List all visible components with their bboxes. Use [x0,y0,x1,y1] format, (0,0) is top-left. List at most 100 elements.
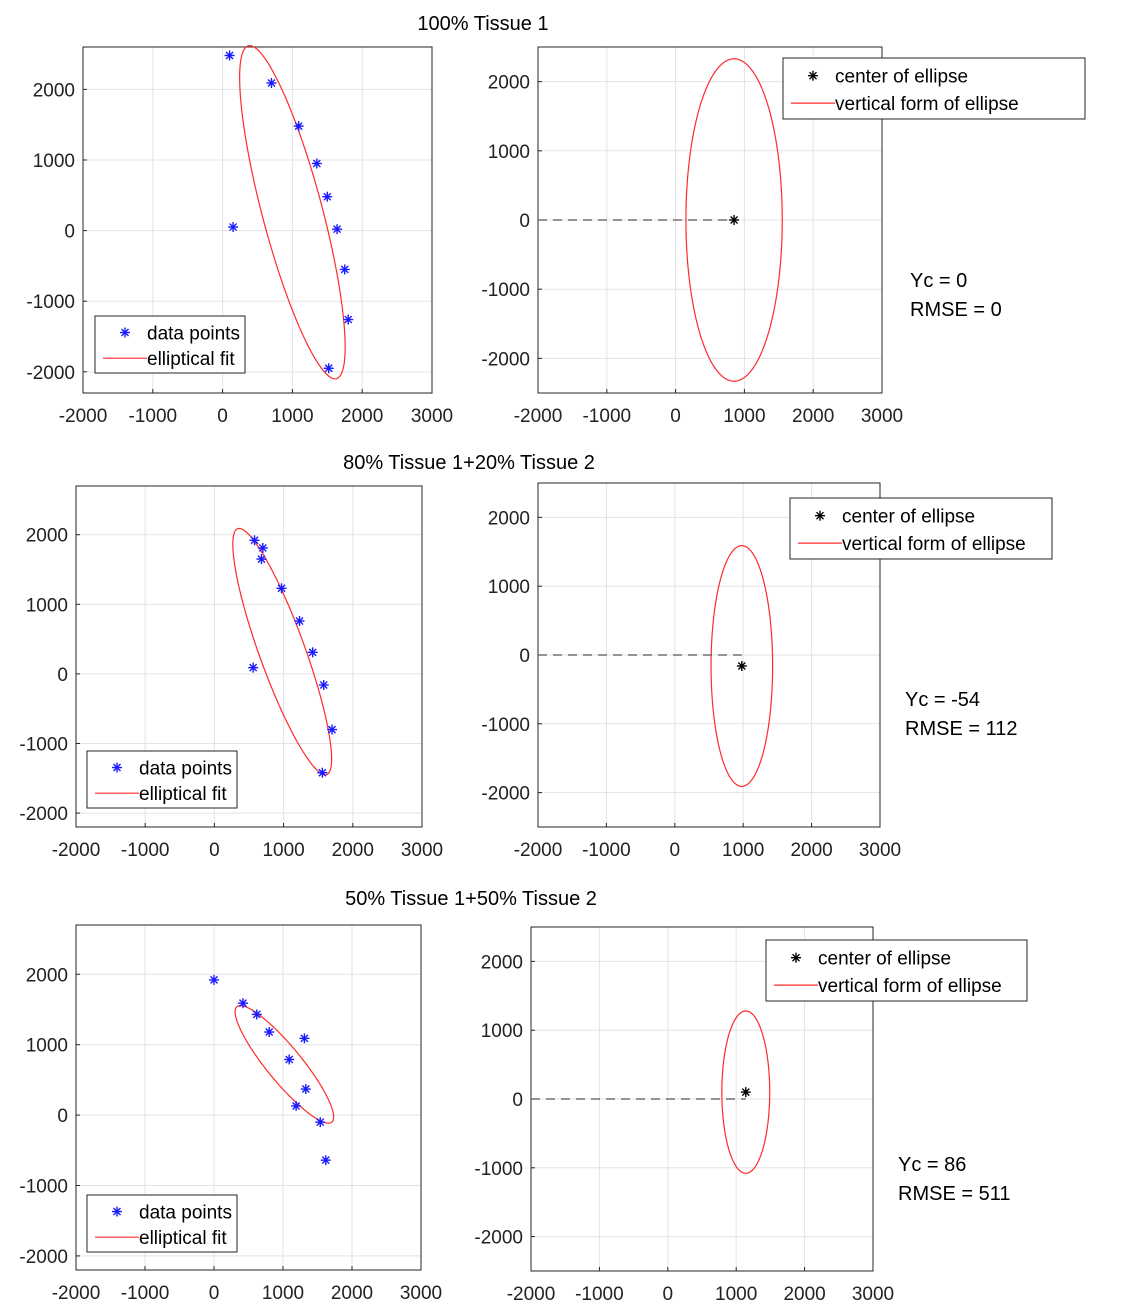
left-xtick-label: 1000 [262,840,304,861]
left-ytick-label: -2000 [19,1247,68,1268]
right-xtick-label: 0 [670,406,681,427]
data-point-stroke [229,223,238,232]
data-point-stroke [300,1034,309,1043]
left-legend-box [86,1194,238,1253]
ellipse-center-marker-stroke [737,662,746,671]
right-ytick-label: -2000 [481,349,530,370]
right-ytick-label: 1000 [488,577,530,598]
right-plot: -2000 -1000 0 1000 2000 3000 -2000 -1000 0 1000 20… [481,482,1053,861]
row-title: 50% Tissue 1+50% Tissue 2 [345,888,597,910]
right-xtick-label: 1000 [715,1284,757,1305]
data-point [224,50,235,61]
row-title: 100% Tissue 1 [417,13,548,35]
right-xtick-label: -2000 [507,1284,556,1305]
left-xtick-label: 1000 [262,1283,304,1304]
left-xtick-label: -1000 [121,840,170,861]
row-title: 80% Tissue 1+20% Tissue 2 [343,452,595,474]
data-point-stroke [292,1101,301,1110]
left-xtick-label: 3000 [400,1283,442,1304]
left-xtick-label: -2000 [52,1283,101,1304]
elliptical-fit-curve [239,45,346,380]
data-point [332,224,343,235]
right-legend-label: vertical form of ellipse [835,94,1019,115]
data-point-stroke [285,1055,294,1064]
left-xtick-label: 1000 [271,406,313,427]
left-legend-label: data points [139,759,232,780]
left-ytick-label: 1000 [26,595,68,616]
left-ytick-label: 1000 [26,1036,68,1057]
left-frame [75,485,423,828]
right-xtick-label: 3000 [861,406,903,427]
yc-annotation: Yc = -54 [905,689,980,711]
data-point-stroke [265,1028,274,1037]
left-legend-marker-stroke [121,328,129,337]
data-point [300,1084,311,1095]
data-point [266,78,277,89]
right-ytick-label: 0 [519,646,530,667]
right-ytick-label: 1000 [481,1021,523,1042]
data-point-stroke [250,536,259,545]
left-plot: -2000 -1000 0 1000 2000 3000 -2000 -1000 0 1000 20… [26,45,453,427]
data-point-stroke [301,1085,310,1094]
data-point [228,222,239,233]
left-ytick-label: 2000 [33,80,75,101]
data-point-stroke [238,999,247,1008]
left-legend-marker [112,1206,122,1217]
right-plot: -2000 -1000 0 1000 2000 3000 -2000 -1000 0 1000 20… [474,926,1028,1305]
left-ytick-label: 0 [57,665,68,686]
right-xtick-label: -2000 [514,840,563,861]
right-xtick-label: 3000 [859,840,901,861]
data-point [320,1155,331,1166]
left-plot: -2000 -1000 0 1000 2000 3000 -2000 -1000 0 1000 20… [19,924,442,1304]
data-point [291,1100,302,1111]
right-legend-marker [791,952,801,963]
left-legend-box [94,315,246,374]
data-point-stroke [294,122,303,131]
data-point [293,121,304,132]
data-point-stroke [210,975,218,984]
right-xtick-label: 1000 [723,406,765,427]
data-point [311,158,322,169]
data-point-stroke [267,79,276,88]
right-legend-marker-stroke [792,953,800,962]
data-point-stroke [344,315,353,324]
left-legend-label: elliptical fit [139,1228,227,1249]
ellipse-center-marker [729,215,740,225]
right-legend-marker-stroke [809,71,817,80]
ellipse-center-marker-stroke [730,216,739,224]
data-point [276,583,287,594]
left-legend-marker-stroke [113,1207,121,1216]
right-legend-box [789,497,1053,560]
left-ytick-label: 2000 [26,526,68,547]
left-xtick-label: -1000 [121,1283,170,1304]
left-frame [75,924,422,1271]
left-legend: data points elliptical fit [86,1194,238,1253]
right-xtick-label: 1000 [722,840,764,861]
data-point-stroke [333,225,342,234]
data-point [256,554,267,565]
left-xtick-label: -2000 [52,840,101,861]
data-point [327,724,338,735]
left-ytick-label: 0 [57,1106,68,1127]
data-point-stroke [258,543,267,552]
right-ytick-label: 2000 [488,73,530,94]
rmse-annotation: RMSE = 112 [905,718,1017,740]
data-point [317,767,328,778]
row-3: 50% Tissue 1+50% Tissue 2 -2000 -1000 0 1000… [19,888,1028,1305]
right-xtick-label: 2000 [790,840,832,861]
left-ytick-label: -1000 [26,292,75,313]
left-xtick-label: 2000 [341,406,383,427]
left-legend-label: data points [139,1203,232,1224]
right-ytick-label: -2000 [474,1228,523,1249]
right-xtick-label: 3000 [852,1284,894,1305]
right-ytick-label: 0 [519,211,530,232]
right-plot: -2000 -1000 0 1000 2000 3000 -2000 -1000 0 1000 20… [481,46,1086,427]
right-xtick-label: 0 [663,1284,674,1305]
yc-annotation: Yc = 0 [910,270,967,292]
data-point [339,264,350,275]
right-legend-label: center of ellipse [835,67,968,88]
left-xtick-label: 2000 [331,1283,373,1304]
right-legend-marker [808,70,818,81]
ellipse-center-marker [736,661,747,672]
left-xtick-label: -1000 [128,406,177,427]
